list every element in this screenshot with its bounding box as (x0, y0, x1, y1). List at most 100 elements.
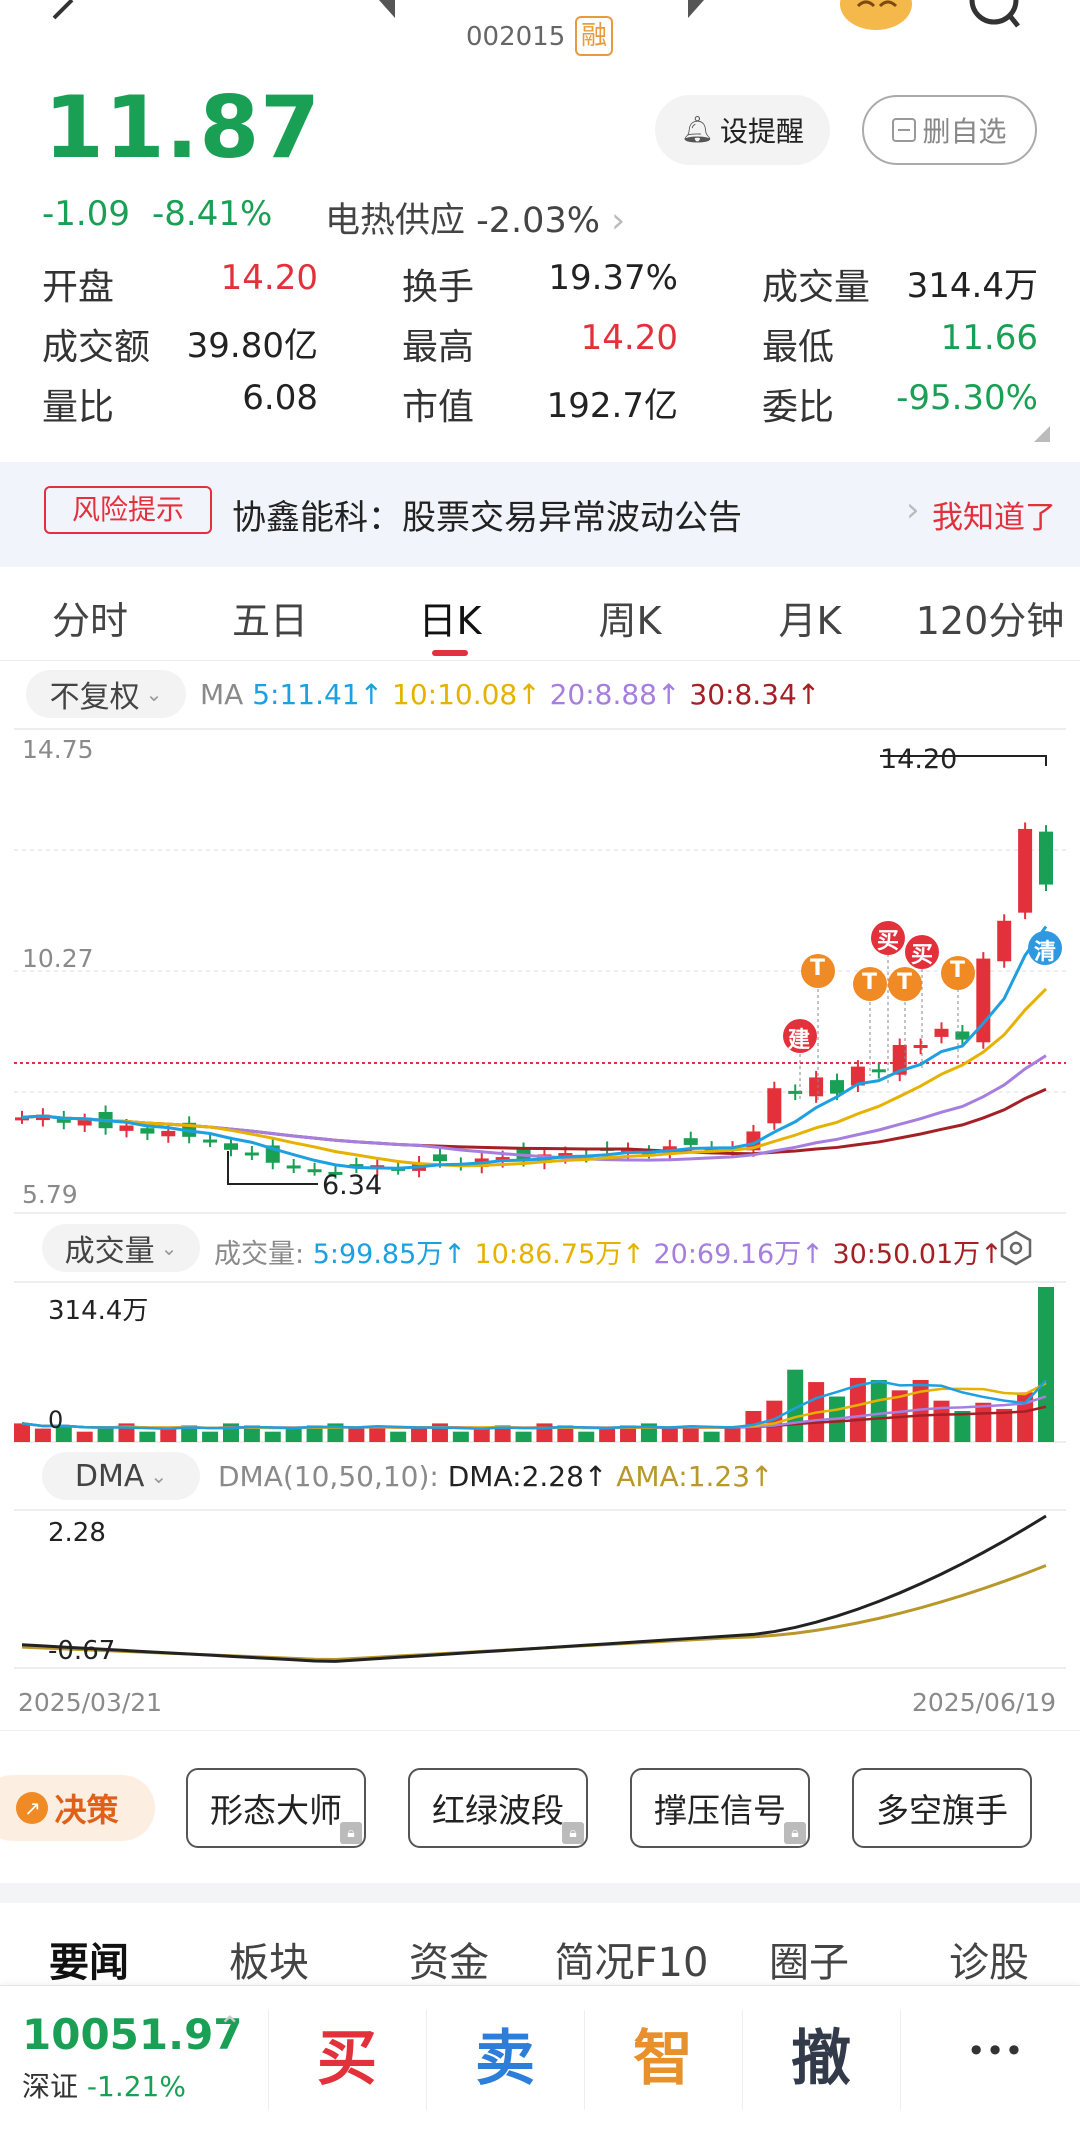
sector-link[interactable]: 电热供应 -2.03% › (325, 192, 625, 243)
vol-ma10: 10:86.75万↑ (474, 1239, 645, 1270)
search-icon[interactable] (966, 0, 1026, 30)
ma30-value: 30:8.34↑ (689, 678, 821, 711)
chevron-right-icon: › (906, 490, 920, 530)
stat-amount-value: 39.80亿 (186, 326, 318, 366)
set-alert-label: 设提醒 (720, 115, 805, 148)
tab-intraday[interactable]: 分时 (51, 599, 128, 643)
cancel-order-button[interactable]: 撤 (791, 2024, 851, 2094)
tab-funds[interactable]: 资金 (409, 1940, 489, 1986)
settings-hex-icon[interactable] (998, 1230, 1034, 1266)
lock-icon: 🔒︎ (340, 1822, 362, 1844)
buy-button[interactable]: 买 (317, 2024, 377, 2094)
volume-axis-top: 314.4万 (48, 1296, 149, 1326)
ama-value: AMA:1.23↑ (616, 1460, 774, 1493)
prev-stock-icon[interactable] (365, 0, 395, 18)
volume-bar (348, 1428, 365, 1442)
volume-bar (160, 1428, 177, 1442)
candle-body (203, 1139, 218, 1143)
tab-underline (432, 650, 468, 656)
candle-body (432, 1154, 447, 1162)
tab-daily-k[interactable]: 日K (418, 599, 482, 643)
candle-body (119, 1125, 134, 1131)
tab-five-day[interactable]: 五日 (231, 599, 308, 643)
kline-axis-top: 14.75 (22, 735, 94, 764)
sell-button[interactable]: 卖 (475, 2024, 535, 2094)
index-name: 深证 (22, 2070, 79, 2103)
lock-icon: 🔒︎ (562, 1822, 584, 1844)
signal-markers (783, 921, 1062, 1100)
dma-chart[interactable] (0, 1508, 1080, 1670)
volume-bar (870, 1380, 887, 1442)
candle-body (244, 1152, 259, 1156)
tab-sector[interactable]: 板块 (229, 1940, 309, 1986)
back-icon[interactable] (40, 0, 80, 24)
risk-ack-button[interactable]: 我知道了 (932, 500, 1056, 536)
tab-f10[interactable]: 简况F10 (554, 1940, 709, 1986)
remove-watchlist-label: 删自选 (922, 115, 1007, 148)
expand-corner-icon[interactable] (1034, 426, 1050, 442)
tab-circle[interactable]: 圈子 (769, 1940, 849, 1986)
stat-open-label: 开盘 (42, 267, 115, 308)
date-start: 2025/03/21 (18, 1688, 163, 1717)
candle-body (830, 1080, 845, 1094)
volume-select[interactable]: 成交量 ⌄ (42, 1224, 200, 1272)
index-ticker[interactable]: 10051.97 深证 -1.21% (22, 2010, 262, 2120)
signal-build-label: 建 (788, 1028, 811, 1053)
candle-body (871, 1069, 886, 1073)
risk-banner[interactable]: 风险提示 协鑫能科：股票交易异常波动公告 › 我知道了 (0, 462, 1080, 567)
adjust-select[interactable]: 不复权 ⌄ (26, 670, 186, 718)
volume-bar (494, 1425, 511, 1442)
footer-divider (268, 2010, 269, 2110)
volume-bar (14, 1423, 30, 1442)
candle-body (349, 1164, 364, 1168)
more-icon[interactable]: ••• (966, 2032, 1024, 2070)
pattern-master-button[interactable]: 形态大师 🔒︎ (186, 1768, 366, 1848)
support-resistance-button[interactable]: 撑压信号 🔒︎ (630, 1768, 810, 1848)
volume-bar (703, 1431, 720, 1442)
tab-monthly-k[interactable]: 月K (778, 599, 842, 643)
volume-bar (139, 1431, 156, 1442)
volume-bar (34, 1428, 51, 1442)
chevron-down-icon: ⌄ (160, 1236, 178, 1260)
volume-bar (515, 1431, 532, 1442)
volume-bar (390, 1431, 407, 1442)
divider (0, 1730, 1080, 1731)
volume-bar (996, 1408, 1013, 1442)
volume-chart[interactable] (0, 1280, 1080, 1445)
candle-body (621, 1148, 636, 1154)
tab-news[interactable]: 要闻 (49, 1940, 129, 1986)
decision-label: 决策 (54, 1791, 119, 1829)
volume-bar (411, 1428, 428, 1442)
bull-bear-flag-button[interactable]: 多空旗手 (852, 1768, 1032, 1848)
stat-amount-label: 成交额 (42, 327, 151, 368)
remove-watchlist-button[interactable]: 删自选 (862, 95, 1037, 165)
dma-select[interactable]: DMA ⌄ (42, 1452, 200, 1500)
tab-diagnose[interactable]: 诊股 (949, 1940, 1029, 1986)
volume-bar (181, 1425, 198, 1442)
tab-weekly-k[interactable]: 周K (598, 599, 662, 643)
set-alert-button[interactable]: 🔔︎ 设提醒 (655, 95, 830, 165)
ma-label: MA (200, 678, 244, 711)
decision-icon: ↗ (16, 1792, 49, 1824)
signal-t-label: T (810, 956, 826, 981)
bell-icon: 🔔︎ (680, 115, 714, 145)
stat-volume-label: 成交量 (762, 267, 871, 308)
tab-120min[interactable]: 120分钟 (915, 599, 1065, 643)
red-green-band-button[interactable]: 红绿波段 🔒︎ (408, 1768, 588, 1848)
next-stock-icon[interactable] (688, 0, 718, 18)
vol-ma5: 5:99.85万↑ (312, 1239, 466, 1270)
footer-divider (900, 2010, 901, 2110)
index-pct: -1.21% (86, 2070, 186, 2103)
volume-bar (933, 1400, 950, 1442)
candle-body (56, 1117, 71, 1123)
dma-params: DMA(10,50,10): (218, 1460, 439, 1493)
decision-button[interactable]: ↗ 决策 (0, 1775, 155, 1841)
smart-button[interactable]: 智 (633, 2024, 693, 2094)
candle-body (223, 1143, 238, 1150)
footer-divider (426, 2010, 427, 2110)
candle-body (955, 1031, 970, 1040)
volume-bar (55, 1425, 72, 1442)
candle-body (850, 1066, 865, 1086)
kline-chart[interactable] (0, 726, 1080, 1216)
emoji-avatar-icon[interactable] (838, 0, 914, 30)
